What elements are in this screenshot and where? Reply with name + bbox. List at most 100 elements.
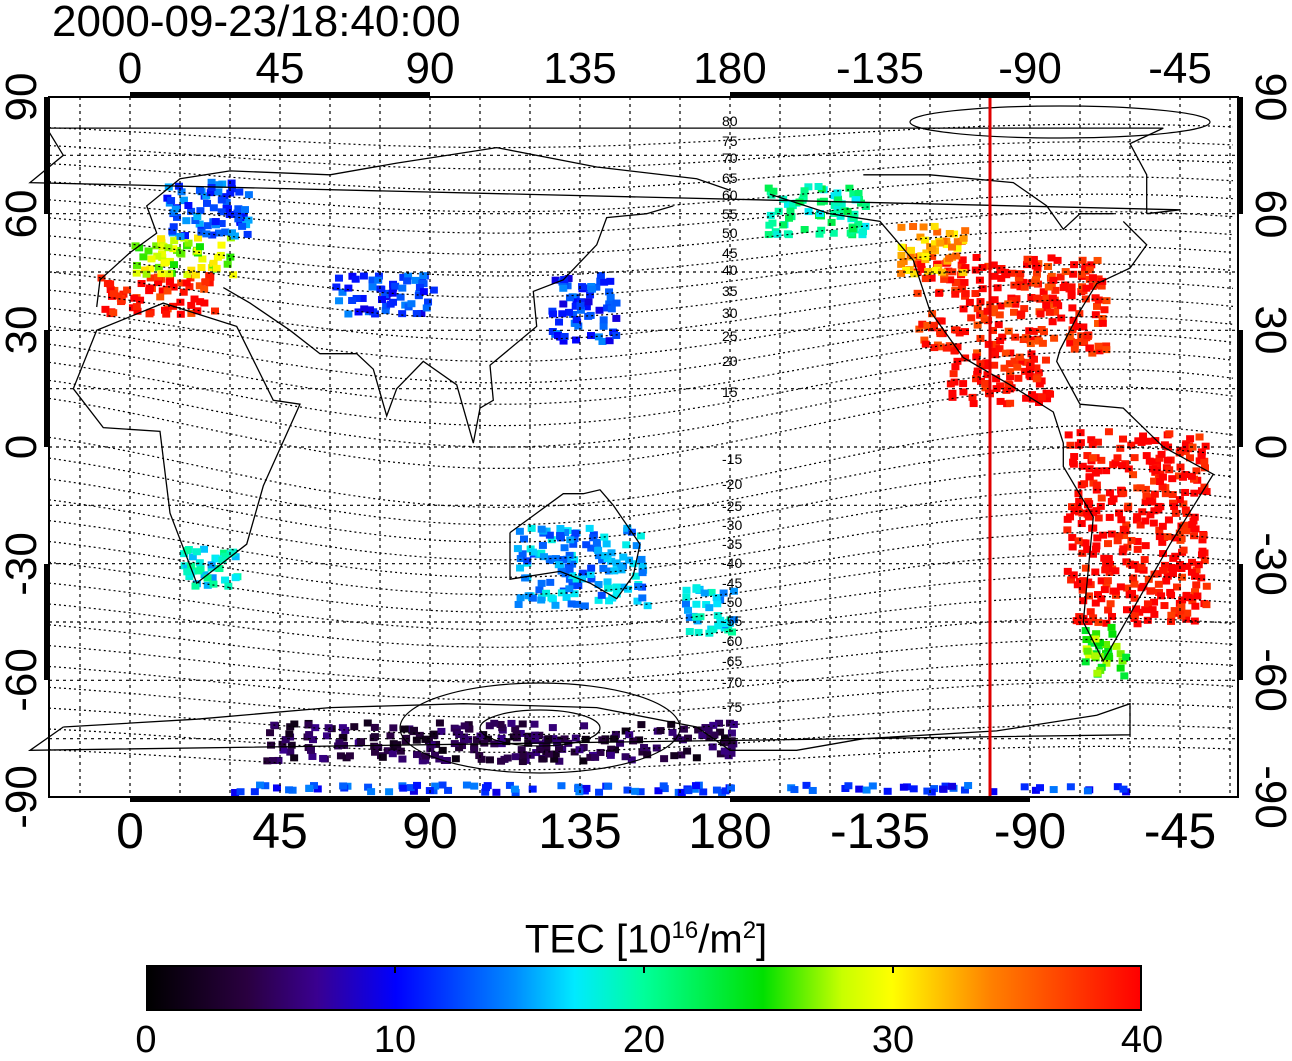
- tec-cell: [519, 535, 528, 543]
- tec-cell: [1127, 441, 1136, 449]
- colorbar-title-unit: /m: [698, 917, 743, 962]
- tec-cell: [169, 223, 178, 231]
- tec-cell: [690, 785, 699, 793]
- tec-cell: [1006, 373, 1015, 381]
- tec-cell: [713, 600, 722, 608]
- tec-cell: [1004, 327, 1013, 335]
- tec-cell: [519, 751, 528, 759]
- tec-cell: [637, 555, 646, 563]
- tec-cell: [1081, 627, 1090, 635]
- tec-cell: [638, 594, 647, 602]
- tec-cell: [951, 279, 960, 287]
- tec-cell: [607, 745, 616, 753]
- tec-cell: [176, 310, 185, 318]
- tec-cell: [202, 192, 211, 200]
- tec-cell: [844, 782, 853, 790]
- tec-cell: [931, 266, 940, 274]
- x-tick-label-bottom: 90: [402, 803, 458, 859]
- tec-cell: [336, 752, 345, 760]
- tec-cell: [942, 344, 951, 352]
- tec-cell: [814, 183, 823, 191]
- tec-cell: [980, 316, 989, 324]
- tec-cell: [1073, 323, 1082, 331]
- tec-cell: [682, 586, 691, 594]
- tec-cell: [1188, 521, 1197, 529]
- tec-cell: [1159, 566, 1168, 574]
- tec-cell: [1009, 296, 1018, 304]
- tec-cell: [1150, 477, 1159, 485]
- timestamp-title: 2000-09-23/18:40:00: [52, 0, 461, 46]
- tec-cell: [368, 283, 377, 291]
- tec-cell: [1133, 513, 1142, 521]
- tec-cell: [1116, 444, 1125, 452]
- tec-cell: [145, 310, 154, 318]
- tec-cell: [1094, 467, 1103, 475]
- tec-cell: [1080, 338, 1089, 346]
- x-tick-label-bottom: -45: [1143, 803, 1217, 859]
- contour-label: -70: [722, 674, 742, 690]
- tec-cell: [177, 279, 186, 287]
- tec-cell: [442, 756, 451, 764]
- tec-cell: [834, 195, 843, 203]
- tec-cell: [367, 788, 376, 796]
- colorbar-title-unit-exponent: 2: [742, 917, 757, 944]
- tec-cell: [964, 782, 973, 790]
- tec-cell: [846, 229, 855, 237]
- contour-label: 70: [722, 150, 738, 166]
- tec-cell: [421, 756, 430, 764]
- tec-cell: [930, 321, 939, 329]
- tec-cell: [200, 299, 209, 307]
- tec-cell: [998, 333, 1007, 341]
- tec-cell: [1156, 478, 1165, 486]
- tec-cell: [621, 727, 630, 735]
- x-tick-label-top: 135: [543, 44, 617, 93]
- contour-label: -25: [722, 498, 742, 514]
- tec-cell: [852, 196, 861, 204]
- tec-cell: [226, 253, 235, 261]
- tec-cell: [386, 732, 395, 740]
- tec-cell: [226, 234, 235, 242]
- tec-cell: [1139, 432, 1148, 440]
- tec-cell: [521, 574, 530, 582]
- tec-cell: [627, 756, 636, 764]
- tec-cell: [578, 283, 587, 291]
- tec-cell: [366, 306, 375, 314]
- tec-cell: [1092, 542, 1101, 550]
- contour-label: 55: [722, 206, 738, 222]
- tec-cell: [605, 337, 614, 345]
- tec-cell: [915, 325, 924, 333]
- tec-cell: [1142, 452, 1151, 460]
- tec-cell: [167, 197, 176, 205]
- tec-cell: [949, 370, 958, 378]
- tec-cell: [528, 785, 537, 793]
- tec-cell: [1097, 595, 1106, 603]
- tec-cell: [195, 282, 204, 290]
- tec-cell: [959, 269, 968, 277]
- y-tick-label-left: -30: [0, 531, 46, 596]
- tec-cell: [1189, 517, 1198, 525]
- tec-cell: [158, 254, 167, 262]
- tec-cell: [599, 564, 608, 572]
- tec-cell: [1076, 429, 1085, 437]
- tec-cell: [897, 223, 906, 231]
- coastline: [509, 489, 641, 600]
- tec-cell: [1186, 435, 1195, 443]
- tec-cell: [996, 302, 1005, 310]
- tec-cell: [233, 209, 242, 217]
- tec-cell: [953, 244, 962, 252]
- tec-cell: [576, 306, 585, 314]
- x-tick-label-bottom: 135: [538, 803, 622, 859]
- tec-cell: [1033, 294, 1042, 302]
- tec-cell: [123, 286, 132, 294]
- tec-cell: [1141, 485, 1150, 493]
- tec-cell: [1198, 536, 1207, 544]
- tec-cell: [1187, 568, 1196, 576]
- tec-cell: [1113, 454, 1122, 462]
- tec-cell: [1119, 545, 1128, 553]
- tec-cell: [1160, 561, 1169, 569]
- tec-cell: [980, 362, 989, 370]
- tec-cell: [862, 786, 871, 794]
- tec-cell: [909, 223, 918, 231]
- tec-cell: [976, 334, 985, 342]
- tec-cell: [145, 284, 154, 292]
